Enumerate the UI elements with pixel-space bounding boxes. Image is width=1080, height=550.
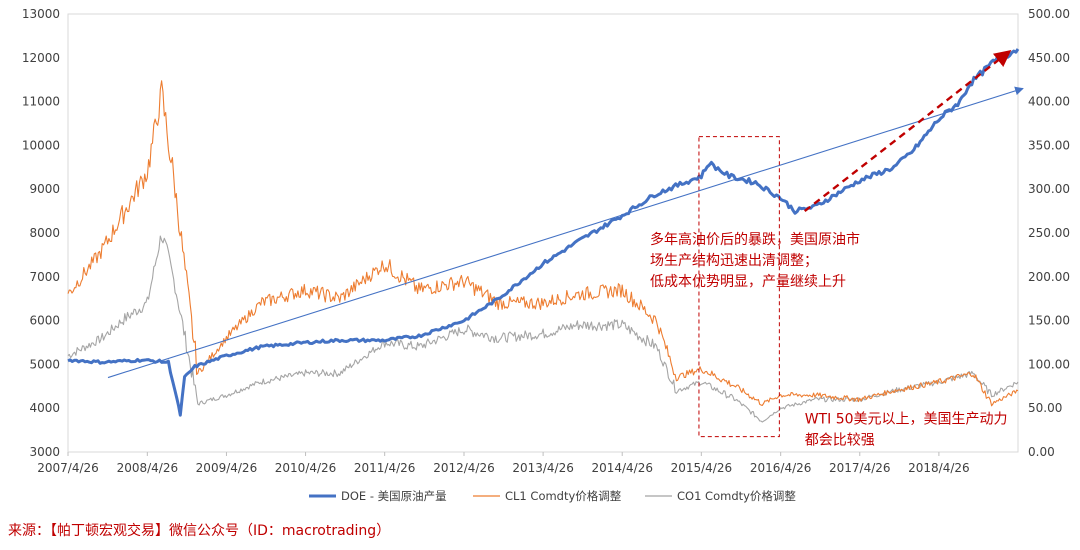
annotation-1-line: WTI 50美元以上，美国生产动力: [805, 412, 1008, 428]
y-left-tick-label: 4000: [29, 401, 60, 415]
y-left-tick-label: 5000: [29, 357, 60, 371]
x-tick-label: 2015/4/26: [671, 461, 733, 475]
annotation-0-line: 场生产结构迅速出清调整；: [650, 253, 818, 269]
y-right-axis: 0.00 50.00 100.00 150.00 200.00 250.00 300.00 3…: [1028, 7, 1070, 459]
legend: DOE - 美国原油产量 CL1 Comdty价格调整 CO1 Comdty价格调整: [309, 489, 796, 503]
legend-label-2: CO1 Comdty价格调整: [677, 489, 796, 503]
x-tick-label: 2008/4/26: [117, 461, 179, 475]
x-tick-label: 2013/4/26: [512, 461, 574, 475]
y-left-tick-label: 9000: [29, 182, 60, 196]
source-note: 来源：【帕丁顿宏观交易】微信公众号（ID：macrotrading）: [8, 523, 391, 539]
y-right-tick-label: 50.00: [1028, 401, 1062, 415]
x-tick-label: 2009/4/26: [196, 461, 258, 475]
y-right-tick-label: 0.00: [1028, 445, 1055, 459]
y-right-tick-label: 200.00: [1028, 270, 1070, 284]
y-right-tick-label: 450.00: [1028, 51, 1070, 65]
y-left-tick-label: 10000: [22, 138, 60, 152]
y-right-tick-label: 300.00: [1028, 182, 1070, 196]
series-line-2: [67, 235, 1019, 423]
x-tick-label: 2017/4/26: [829, 461, 891, 475]
x-tick-label: 2011/4/26: [354, 461, 416, 475]
crude-production-chart: 3000 4000 5000 6000 7000 8000 9000 10000 11000 12…: [22, 7, 1070, 503]
trend-line: [107, 86, 1024, 379]
y-left-tick-label: 6000: [29, 314, 60, 328]
series-line-1: [67, 80, 1019, 407]
x-tick-label: 2012/4/26: [433, 461, 495, 475]
highlight-box: [698, 136, 780, 438]
annotation-1-line: 都会比较强: [805, 433, 875, 449]
plot-area: [67, 13, 1019, 453]
y-right-tick-label: 350.00: [1028, 138, 1070, 152]
series-line-0: [67, 48, 1020, 417]
y-left-tick-label: 7000: [29, 270, 60, 284]
x-tick-label: 2018/4/26: [908, 461, 970, 475]
y-left-tick-label: 13000: [22, 7, 60, 21]
plot-frame: [67, 13, 1019, 453]
y-left-tick-label: 12000: [22, 51, 60, 65]
dashed-arrow: [803, 50, 1012, 213]
x-tick-label: 2014/4/26: [591, 461, 653, 475]
x-axis: 2007/4/26 2008/4/26 2009/4/26 2010/4/26 2011…: [37, 452, 970, 475]
y-right-tick-label: 500.00: [1028, 7, 1070, 21]
y-left-axis: 3000 4000 5000 6000 7000 8000 9000 10000 11000 12…: [22, 7, 60, 459]
y-left-tick-label: 3000: [29, 445, 60, 459]
x-tick-label: 2016/4/26: [750, 461, 812, 475]
y-right-tick-label: 400.00: [1028, 95, 1070, 109]
y-left-tick-label: 8000: [29, 226, 60, 240]
annotation-0-line: 低成本优势明显，产量继续上升: [650, 273, 846, 290]
legend-label-0: DOE - 美国原油产量: [341, 489, 447, 503]
y-right-tick-label: 250.00: [1028, 226, 1070, 240]
series-layer: [67, 48, 1020, 423]
x-tick-label: 2007/4/26: [37, 461, 99, 475]
x-tick-label: 2010/4/26: [275, 461, 337, 475]
overlay-layer: [107, 50, 1024, 438]
y-right-tick-label: 100.00: [1028, 357, 1070, 371]
y-right-tick-label: 150.00: [1028, 314, 1070, 328]
legend-label-1: CL1 Comdty价格调整: [505, 489, 622, 503]
y-left-tick-label: 11000: [22, 95, 60, 109]
annotation-0-line: 多年高油价后的暴跌，美国原油市: [650, 231, 860, 248]
